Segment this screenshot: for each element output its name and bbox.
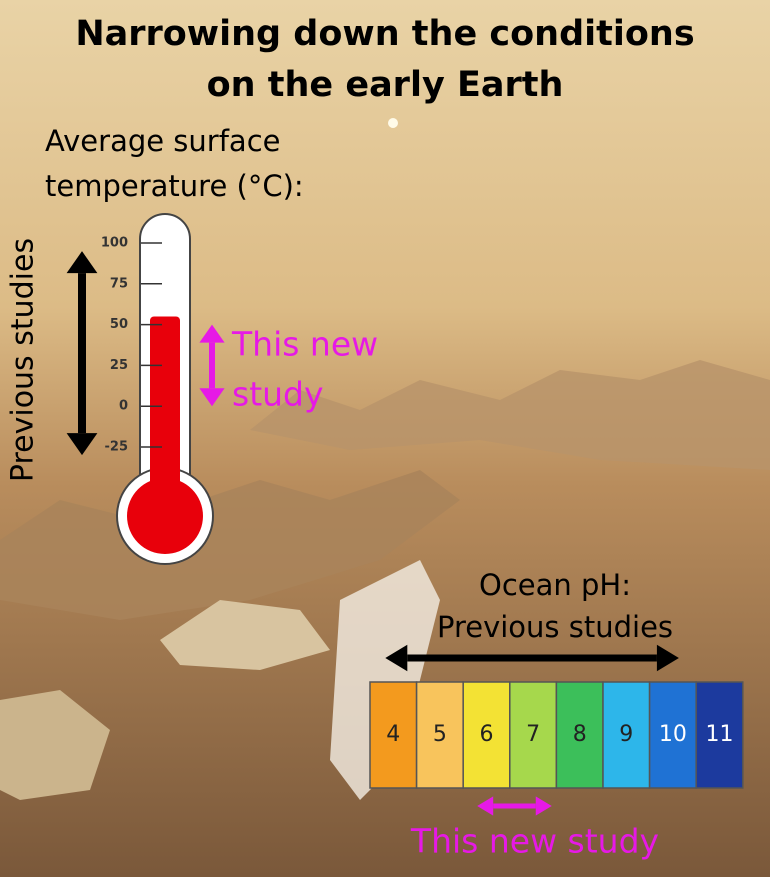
arrow-part xyxy=(535,796,552,816)
title: on the early Earth xyxy=(207,65,564,105)
ph-cell-label: 6 xyxy=(480,722,494,747)
mercury-bulb xyxy=(127,478,203,554)
ph-cell-label: 5 xyxy=(433,722,447,747)
ph-cell xyxy=(369,681,418,789)
arrow-part xyxy=(385,644,408,672)
ph-cell xyxy=(415,681,464,789)
new-study-arrow xyxy=(199,324,225,407)
ph-previous-arrow xyxy=(385,644,679,672)
tick-label: 50 xyxy=(110,317,128,332)
sun xyxy=(388,118,398,128)
ph-cell-label: 8 xyxy=(573,722,587,747)
mercury-column xyxy=(150,316,180,500)
hills xyxy=(0,470,460,620)
arrow-part xyxy=(656,644,679,672)
arrow-part xyxy=(199,324,225,343)
ph-cell xyxy=(648,681,697,789)
previous-studies-label: Previous studies xyxy=(6,238,41,482)
ph-cell-label: 7 xyxy=(526,722,540,747)
ph-cell-label: 11 xyxy=(706,722,734,747)
ph-label: Ocean pH: xyxy=(479,568,631,602)
title: Narrowing down the conditions xyxy=(75,14,694,54)
arrow-part xyxy=(66,433,98,456)
new-study-label: This new xyxy=(231,325,378,364)
surf xyxy=(330,560,440,800)
tick-label: -25 xyxy=(105,440,129,455)
ph-new-study-label: This new study xyxy=(410,822,659,861)
ph-cell xyxy=(555,681,604,789)
ph-cell xyxy=(509,681,558,789)
ph-label: Previous studies xyxy=(437,610,673,644)
ph-cell xyxy=(602,681,651,789)
tick-label: 100 xyxy=(101,236,128,251)
ph-cell-label: 9 xyxy=(619,722,633,747)
arrow-part xyxy=(477,796,494,816)
hills xyxy=(250,360,770,470)
tick-label: 25 xyxy=(110,358,128,373)
temperature-label: Average surface xyxy=(45,124,280,158)
previous-studies-arrow xyxy=(66,251,98,456)
ph-cell xyxy=(695,681,744,789)
temperature-label: temperature (°C): xyxy=(45,169,304,203)
ph-new-study-arrow xyxy=(477,796,552,816)
ph-cell-label: 4 xyxy=(386,722,400,747)
island xyxy=(0,690,110,800)
arrow-part xyxy=(199,388,225,407)
tick-label: 75 xyxy=(110,276,128,291)
island xyxy=(160,600,330,670)
new-study-label: study xyxy=(232,375,324,414)
arrow-part xyxy=(66,251,98,274)
ph-cell-label: 10 xyxy=(659,722,687,747)
tick-label: 0 xyxy=(119,399,128,414)
